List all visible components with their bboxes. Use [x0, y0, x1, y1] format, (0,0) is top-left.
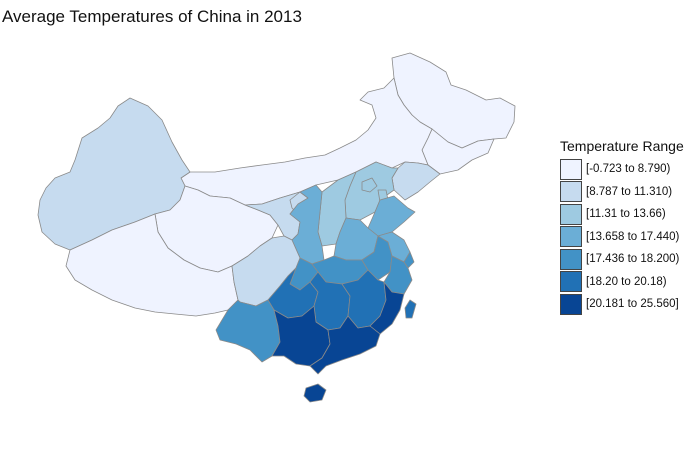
legend-label: [8.787 to 11.310) — [586, 185, 673, 198]
region-guangdong[interactable] — [309, 315, 381, 375]
region-beijing[interactable] — [361, 177, 378, 193]
legend-item: [13.658 to 17.440) — [560, 226, 684, 249]
legend-title: Temperature Range — [560, 138, 684, 154]
legend-swatch — [560, 271, 582, 293]
legend-swatch — [560, 181, 582, 203]
legend-item: [-0.723 to 8.790) — [560, 158, 684, 181]
legend-items: [-0.723 to 8.790) [8.787 to 11.310) [11.31… — [560, 158, 684, 316]
legend-swatch — [560, 158, 582, 180]
legend-label: [-0.723 to 8.790) — [586, 163, 671, 176]
legend-item: [17.436 to 18.200) — [560, 248, 684, 271]
legend-swatch — [560, 248, 582, 270]
region-taiwan[interactable] — [404, 299, 417, 319]
legend: Temperature Range [-0.723 to 8.790) [8.78… — [560, 138, 684, 316]
page-title: Average Temperatures of China in 2013 — [2, 7, 302, 26]
legend-label: [13.658 to 17.440) — [586, 230, 680, 243]
legend-item: [20.181 to 25.560] — [560, 293, 684, 316]
legend-label: [18.20 to 20.18) — [586, 275, 667, 288]
legend-swatch — [560, 226, 582, 248]
region-fujian[interactable] — [369, 281, 405, 335]
legend-item: [11.31 to 13.66) — [560, 203, 684, 226]
region-hainan[interactable] — [303, 383, 327, 403]
legend-label: [11.31 to 13.66) — [586, 208, 666, 221]
legend-label: [17.436 to 18.200) — [586, 253, 680, 266]
legend-swatch — [560, 203, 582, 225]
legend-item: [8.787 to 11.310) — [560, 181, 684, 204]
legend-label: [20.181 to 25.560] — [586, 298, 679, 311]
legend-item: [18.20 to 20.18) — [560, 271, 684, 294]
legend-swatch — [560, 293, 582, 315]
